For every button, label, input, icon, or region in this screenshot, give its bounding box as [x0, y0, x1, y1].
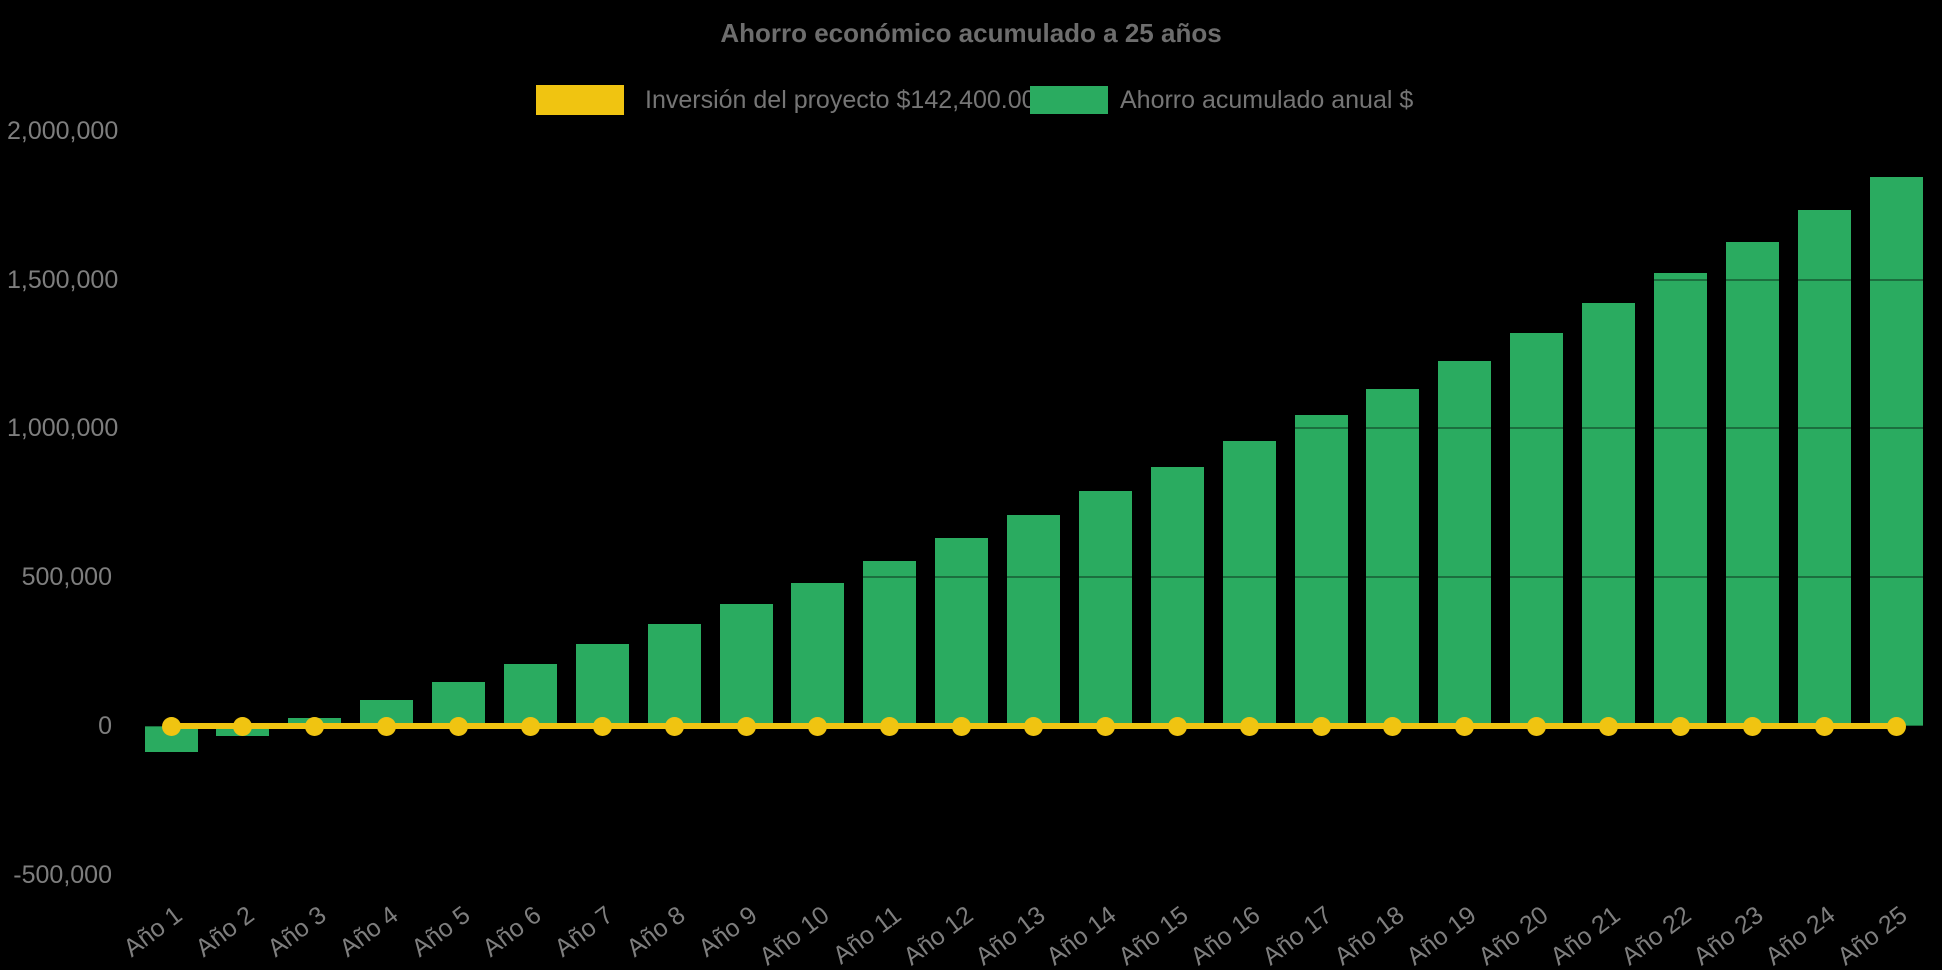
- investment-line-point: [1455, 716, 1475, 736]
- investment-line-point: [808, 716, 828, 736]
- investment-line-point: [952, 716, 972, 736]
- investment-line-point: [1311, 716, 1331, 736]
- legend-swatch-investment: [536, 85, 624, 115]
- investment-line-point: [1742, 716, 1762, 736]
- bar-año-25: [1869, 176, 1923, 726]
- investment-line-point: [520, 716, 540, 736]
- investment-line-point: [305, 716, 325, 736]
- investment-line-point: [1024, 716, 1043, 736]
- y-axis-tick-label: -500,000: [13, 860, 112, 889]
- gridline: [126, 129, 1936, 132]
- bar-año-23: [1725, 242, 1779, 726]
- bar-año-14: [1078, 491, 1132, 726]
- gridline: [126, 576, 1936, 579]
- investment-line-point: [1383, 716, 1403, 736]
- gridline: [126, 427, 1936, 430]
- bar-año-21: [1582, 303, 1635, 726]
- bar-año-15: [1150, 466, 1204, 726]
- legend-label-savings: Ahorro acumulado anual $: [1120, 86, 1414, 114]
- y-axis-tick-label: 1,000,000: [7, 414, 119, 443]
- bar-año-17: [1294, 415, 1348, 726]
- bar-año-6: [503, 663, 557, 726]
- investment-line-point: [377, 716, 397, 736]
- investment-line-point: [1599, 716, 1618, 736]
- investment-line-point: [1670, 716, 1690, 736]
- gridline: [126, 278, 1936, 281]
- bar-año-13: [1007, 515, 1060, 726]
- investment-line-point: [1886, 716, 1906, 736]
- investment-line-point: [1095, 716, 1115, 736]
- y-axis-tick-label: 0: [98, 712, 112, 740]
- investment-line-point: [1167, 716, 1187, 736]
- chart-title: Ahorro económico acumulado a 25 años: [720, 18, 1222, 48]
- investment-line-point: [880, 716, 900, 736]
- bar-año-10: [791, 582, 845, 726]
- legend-label-investment: Inversión del proyecto $142,400.00: [645, 86, 1036, 114]
- bar-año-22: [1653, 273, 1707, 726]
- legend-swatch-savings: [1030, 86, 1108, 114]
- investment-line-point: [449, 716, 468, 736]
- investment-line-point: [233, 716, 253, 736]
- bar-año-20: [1510, 332, 1564, 726]
- investment-line-point: [736, 716, 756, 736]
- bar-año-19: [1438, 361, 1492, 726]
- bar-año-24: [1797, 209, 1851, 726]
- investment-line-point: [1239, 716, 1259, 736]
- bar-año-16: [1222, 441, 1276, 726]
- y-axis-tick-label: 500,000: [21, 563, 112, 592]
- y-axis-tick-label: 1,500,000: [7, 265, 119, 294]
- bar-año-8: [647, 624, 701, 726]
- investment-line-point: [161, 716, 181, 736]
- investment-line-point: [1814, 716, 1834, 736]
- bar-año-18: [1366, 388, 1420, 726]
- investment-line-point: [664, 716, 684, 736]
- bar-año-7: [575, 644, 629, 726]
- investment-line-point: [1527, 716, 1547, 736]
- y-axis-tick-label: 2,000,000: [7, 116, 119, 145]
- bar-año-12: [935, 538, 989, 726]
- bar-año-9: [719, 603, 773, 726]
- bar-año-11: [863, 560, 917, 726]
- gridline: [126, 873, 1936, 876]
- investment-line-point: [592, 716, 612, 736]
